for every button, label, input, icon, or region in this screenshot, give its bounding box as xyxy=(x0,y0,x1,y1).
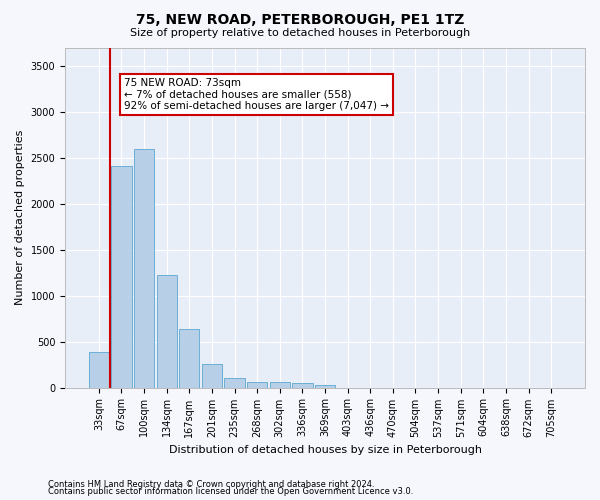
Bar xyxy=(247,382,268,388)
Y-axis label: Number of detached properties: Number of detached properties xyxy=(15,130,25,305)
X-axis label: Distribution of detached houses by size in Peterborough: Distribution of detached houses by size … xyxy=(169,445,482,455)
Text: Contains HM Land Registry data © Crown copyright and database right 2024.: Contains HM Land Registry data © Crown c… xyxy=(48,480,374,489)
Bar xyxy=(179,328,199,388)
Bar xyxy=(134,148,154,388)
Bar xyxy=(111,166,131,388)
Text: 75 NEW ROAD: 73sqm
← 7% of detached houses are smaller (558)
92% of semi-detache: 75 NEW ROAD: 73sqm ← 7% of detached hous… xyxy=(124,78,389,111)
Bar xyxy=(269,382,290,388)
Text: Size of property relative to detached houses in Peterborough: Size of property relative to detached ho… xyxy=(130,28,470,38)
Bar xyxy=(315,385,335,388)
Bar xyxy=(89,352,109,388)
Bar xyxy=(157,274,177,388)
Text: Contains public sector information licensed under the Open Government Licence v3: Contains public sector information licen… xyxy=(48,487,413,496)
Bar xyxy=(202,364,222,388)
Bar xyxy=(224,378,245,388)
Text: 75, NEW ROAD, PETERBOROUGH, PE1 1TZ: 75, NEW ROAD, PETERBOROUGH, PE1 1TZ xyxy=(136,12,464,26)
Bar xyxy=(292,384,313,388)
